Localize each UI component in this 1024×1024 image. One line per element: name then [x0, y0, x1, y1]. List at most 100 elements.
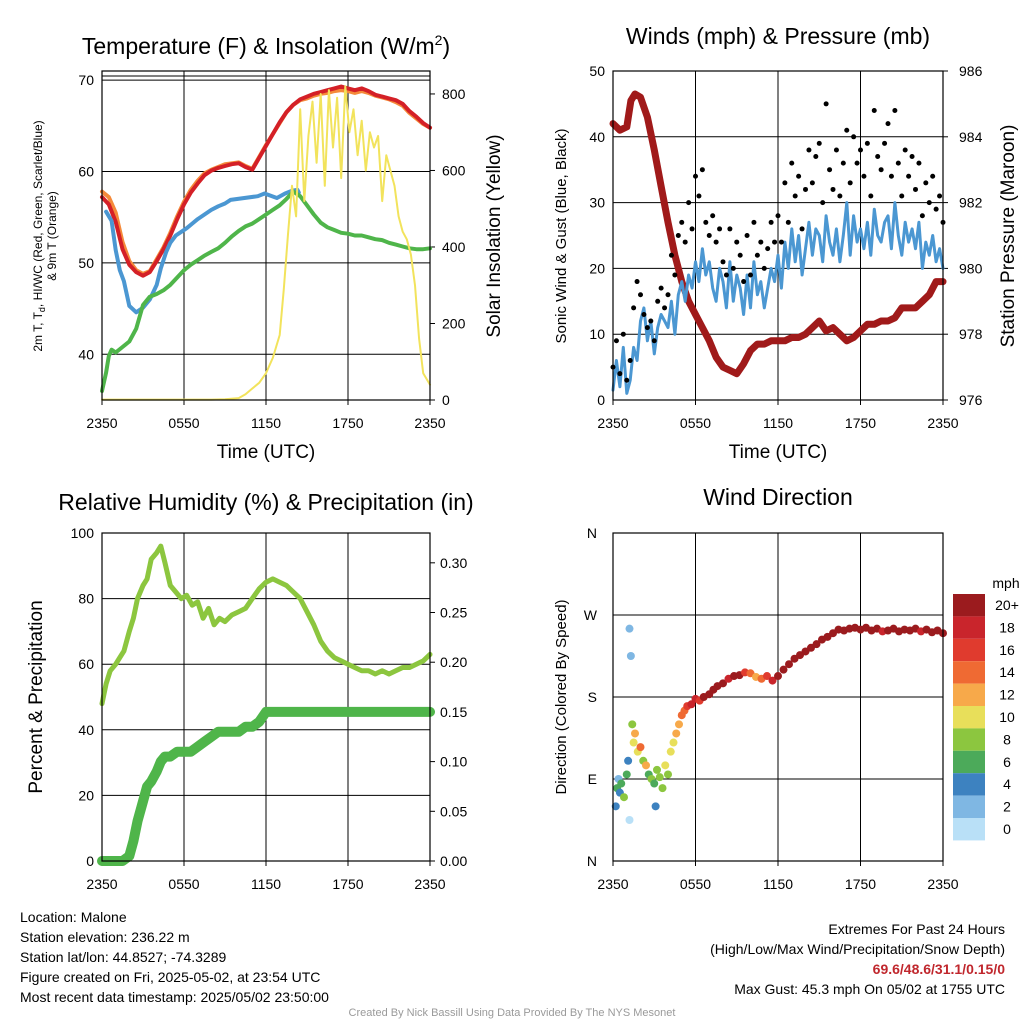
rh-ytick-right-label: 0.10 [440, 754, 467, 770]
wind-gust-point [892, 107, 898, 113]
wind-xtick-label: 1750 [845, 415, 876, 431]
temp-ytick-label: 70 [78, 72, 94, 88]
wind-gust-point [737, 252, 743, 258]
dir-xtick-label: 0550 [680, 876, 711, 892]
dir-point [642, 761, 650, 770]
dir-point [653, 765, 661, 774]
temp-ytick-right-label: 0 [442, 392, 450, 408]
legend-label: 0 [1003, 821, 1011, 837]
wind-gust-point [717, 226, 723, 232]
wind-gust-point [809, 180, 815, 186]
dir-xtick-label: 1750 [845, 876, 876, 892]
wind-gust-point [754, 252, 760, 258]
temp-ylabel-left: 2m T, Td, HI/WC (Red, Green, Scarlet/Blu… [31, 120, 47, 351]
wind-gust-point [662, 305, 668, 311]
legend-label: 20+ [995, 597, 1019, 613]
legend-label: 6 [1003, 754, 1011, 770]
rh-ytick-right-label: 0.15 [440, 704, 467, 720]
temp-series-red [100, 84, 432, 278]
wind-gust-point [744, 233, 750, 238]
dir-point [631, 729, 639, 738]
legend-label: 10 [999, 709, 1015, 725]
dir-point [626, 652, 635, 660]
wind-gust-point [823, 101, 829, 107]
legend-label: 8 [1003, 731, 1011, 747]
wind-ytick-right-label: 982 [959, 195, 983, 211]
wind-xtick-label: 1150 [763, 415, 793, 431]
wind-frame [612, 70, 944, 401]
wind-gust-point [699, 167, 705, 173]
wind-ytick-label: 40 [589, 129, 605, 145]
wind-gust-point [761, 265, 767, 271]
dir-point [622, 770, 631, 779]
wind-gust-point [923, 180, 929, 186]
temp-xtick-label: 1750 [332, 415, 363, 431]
temp-ylabel-part: 2m T, T [31, 311, 45, 351]
rh-ytick-right-label: 0.25 [440, 605, 467, 621]
wind-gust-point [665, 292, 671, 298]
extremes-title: Extremes For Past 24 Hours [828, 921, 1005, 937]
wind-gust-point [768, 219, 774, 225]
wind-gust-point [789, 160, 795, 166]
wind-gust-point [833, 147, 839, 153]
rh-series-rh [99, 543, 433, 707]
station-info: Location: Malone Station elevation: 236.… [20, 907, 329, 1007]
wind-gust-point [840, 160, 846, 166]
wind-gust-point [727, 226, 733, 232]
most-recent-data: Most recent data timestamp: 2025/05/02 2… [20, 989, 329, 1005]
dir-ytick-label: S [588, 689, 597, 705]
temp-xtick-label: 1150 [251, 415, 281, 431]
wind-xtick-label: 2350 [927, 415, 958, 431]
temp-ytick-label: 60 [78, 164, 94, 180]
temp-series-yellow [101, 85, 431, 401]
wind-gust-point [792, 193, 798, 199]
rh-ytick-label: 20 [78, 787, 94, 803]
wind-gust-point [751, 219, 757, 225]
wind-gust-point [830, 186, 836, 192]
wind-series-blue [611, 201, 945, 395]
wind-ytick-label: 50 [589, 63, 605, 79]
rh-ytick-label: 100 [71, 525, 95, 541]
wind-gust-point [617, 371, 623, 377]
rh-ytick-label: 40 [78, 722, 94, 738]
wind-gust-point [638, 292, 643, 298]
wind-gust-point [799, 226, 805, 232]
wind-gust-point [913, 186, 918, 192]
dir-point [672, 729, 681, 738]
rh-series-precip [97, 706, 435, 866]
legend-swatch [953, 706, 985, 729]
legend-swatch [953, 683, 985, 706]
wind-gust-point [679, 219, 685, 225]
dir-point [675, 720, 683, 729]
wind-gust-point [909, 154, 915, 160]
wind-gust-point [806, 147, 812, 153]
rh-ytick-right-label: 0.20 [440, 654, 467, 670]
temp-chart: 2350 0550 1150 1750 2350 Temperature (F) & In… [31, 32, 505, 463]
station-location: Location: Malone [20, 909, 127, 925]
wind-gust-point [696, 193, 702, 199]
wind-gust-point [730, 265, 736, 271]
wind-xtick-label: 0550 [680, 415, 711, 431]
wind-gust-point [778, 239, 784, 245]
temp-ytick-right-label: 400 [442, 239, 466, 255]
wind-series-maroon [609, 90, 947, 378]
rh-ytick-right-label: 0.05 [440, 803, 467, 819]
dir-point [617, 779, 626, 788]
dir-point [611, 802, 620, 811]
temp-series-green [100, 189, 432, 393]
dir-point [763, 672, 771, 681]
wind-gust-point [675, 233, 681, 238]
wind-gust-point [796, 173, 802, 179]
wind-gust-point [933, 206, 939, 212]
wind-gust-point [703, 219, 709, 225]
legend-swatch [953, 773, 985, 796]
dir-point [629, 738, 638, 747]
rh-xtick-label: 2350 [86, 876, 117, 892]
wind-xtick-label: 2350 [597, 415, 628, 431]
dir-point [655, 773, 664, 782]
wind-gust-point [813, 154, 819, 160]
legend-swatch [953, 818, 985, 841]
wind-gust-point [723, 272, 729, 278]
temp-series-blue [104, 187, 301, 315]
